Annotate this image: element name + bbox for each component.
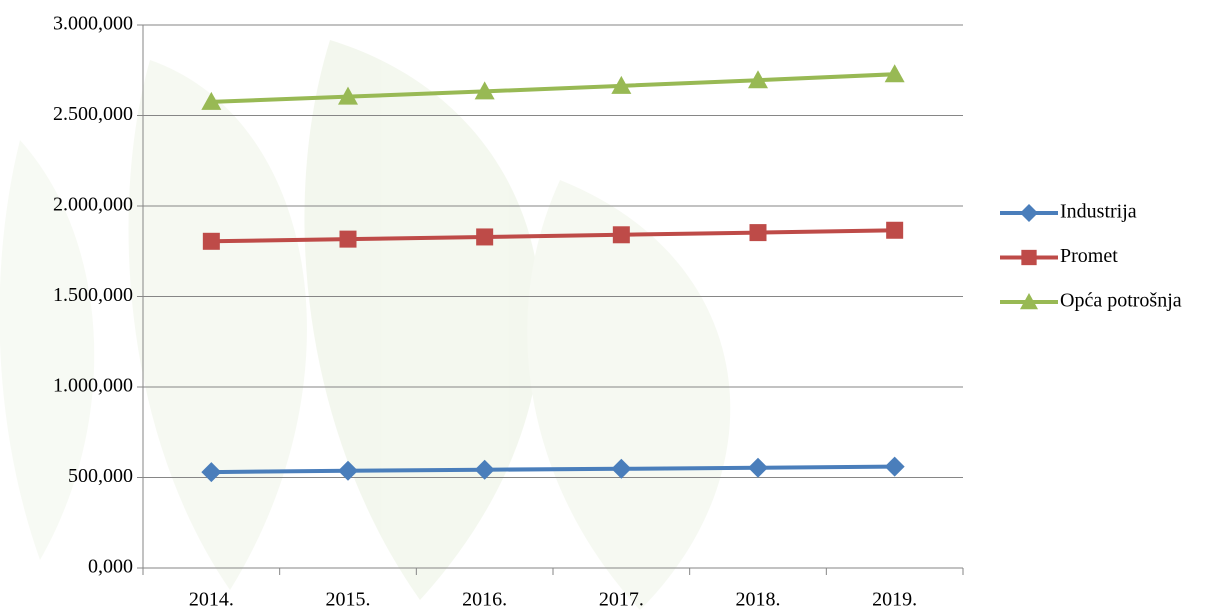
y-tick-label: 1.500,000 — [53, 284, 133, 306]
series-line — [211, 467, 894, 472]
legend-label: Promet — [1060, 245, 1118, 267]
chart: 0,000 500,000 1.000,000 1.500,000 2.000,000 2… — [0, 0, 1225, 610]
y-tick-label: 2.000,000 — [53, 194, 133, 216]
background-leaves — [0, 40, 730, 610]
marker — [203, 233, 220, 250]
marker — [613, 226, 630, 243]
series-line — [211, 74, 894, 102]
legend-label: Industrija — [1060, 201, 1137, 223]
marker — [750, 224, 767, 241]
x-tick-label: 2018. — [736, 589, 781, 610]
x-tick-label: 2015. — [326, 589, 371, 610]
marker — [886, 222, 903, 239]
legend-marker — [1021, 250, 1036, 265]
legend-label: Opća potrošnja — [1060, 290, 1182, 312]
y-tick-label: 3.000,000 — [53, 13, 133, 35]
y-tick-label: 0,000 — [88, 556, 133, 578]
y-tick-label: 500,000 — [68, 465, 133, 487]
marker — [748, 458, 768, 478]
x-tick-label: 2017. — [599, 589, 644, 610]
y-tick-label: 1.000,000 — [53, 375, 133, 397]
x-tick-label: 2016. — [462, 589, 507, 610]
x-tick-label: 2014. — [189, 589, 234, 610]
marker — [340, 231, 357, 248]
x-tick-label: 2019. — [872, 589, 917, 610]
marker — [885, 457, 905, 477]
y-tick-label: 2.500,000 — [53, 103, 133, 125]
legend-marker — [1020, 204, 1038, 222]
marker — [476, 228, 493, 245]
